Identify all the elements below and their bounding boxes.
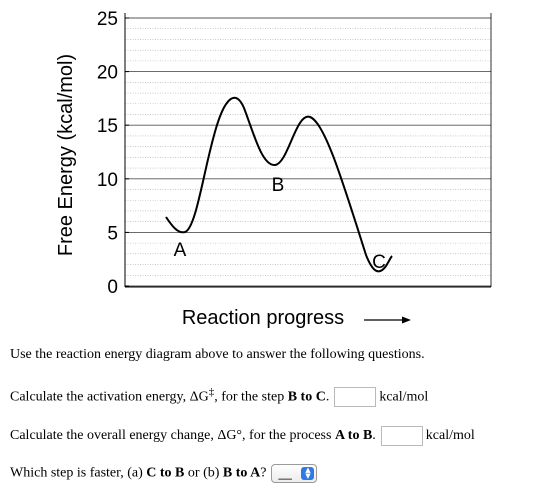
q3-middle: or (b) [184,465,223,481]
select-value: __ [278,466,292,480]
y-tick-labels: 0 5 10 15 20 25 [97,9,129,298]
overall-energy-input[interactable] [380,426,423,446]
q3-prefix: Which step is faster, (a) [10,465,147,481]
point-label-b: B [272,175,285,196]
y-tick-label: 15 [97,116,118,137]
y-axis-label: Free Energy (kcal/mol) [55,54,77,256]
q1-prefix: Calculate the activation energy, ΔG [10,389,209,405]
energy-curve [165,96,393,273]
q2-suffix: . [372,428,376,444]
progress-arrow [364,316,411,324]
chevron-up-down-icon: ▲ ▼ [301,467,315,480]
q1-suffix: . [325,389,330,405]
q1-unit: kcal/mol [379,389,429,405]
x-axis-label: Reaction progress [182,307,344,329]
y-tick-label: 20 [97,63,118,84]
y-tick-label: 0 [107,277,118,298]
q1-middle: , for the step [214,389,288,405]
instructions-text: Use the reaction energy diagram above to… [10,347,425,362]
y-tick-label: 5 [107,223,118,244]
q2-unit: kcal/mol [425,428,475,444]
y-tick-label: 10 [97,170,118,191]
q1-step: B to C [287,389,326,405]
q3-option-b: B to A [222,465,261,481]
question-activation-energy: Calculate the activation energy, ΔG‡, fo… [10,386,429,408]
y-tick-label: 25 [97,9,118,30]
q2-prefix: Calculate the overall energy change, ΔG°… [10,428,335,444]
q3-option-a: C to B [146,465,185,481]
point-label-c: C [372,252,386,273]
question-overall-energy: Calculate the overall energy change, ΔG°… [10,426,475,446]
activation-energy-input[interactable] [334,387,377,408]
q2-process: A to B [334,428,373,444]
q3-suffix: ? [260,465,267,481]
point-label-a: A [174,240,187,261]
q1-double-dagger: ‡ [208,386,215,398]
faster-step-select[interactable]: __ ▲ ▼ [271,464,318,483]
question-faster-step: Which step is faster, (a) C to B or (b) … [10,464,318,483]
